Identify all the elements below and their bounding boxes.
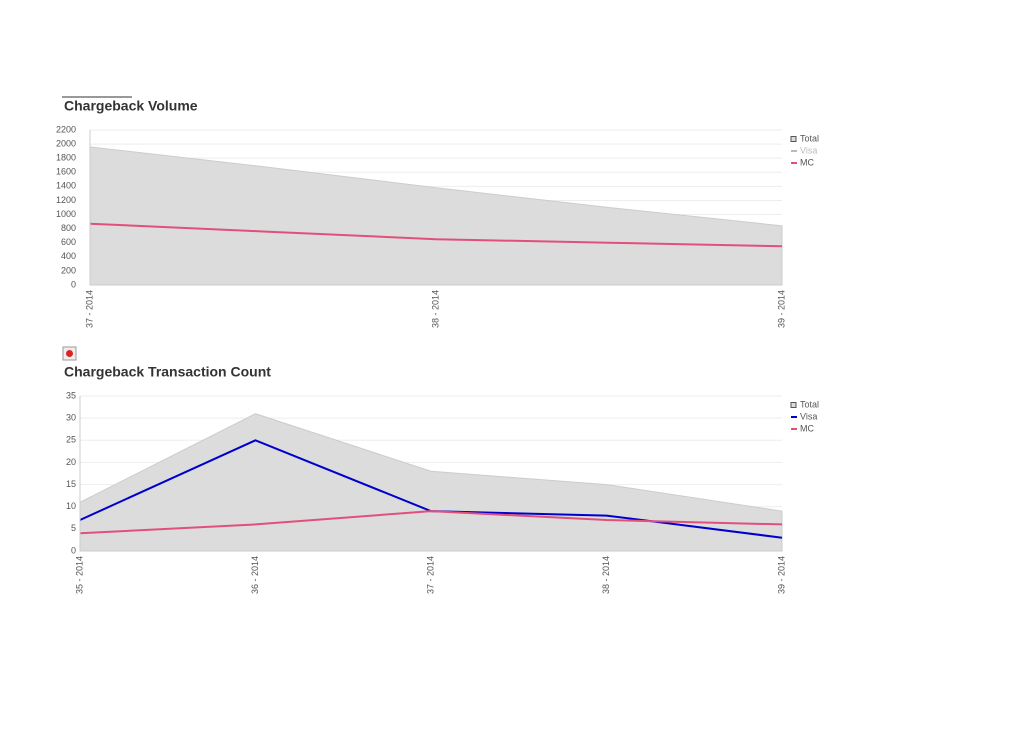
legend-label[interactable]: Visa [800,145,817,155]
y-tick-label: 1200 [56,195,76,205]
chart-title: Chargeback Transaction Count [64,364,271,380]
legend-label[interactable]: Total [800,399,819,409]
area [89,146,783,286]
y-tick-label: 5 [71,523,76,533]
y-tick-label: 35 [66,390,76,400]
legend-swatch [790,136,797,142]
x-tick-label: 39 - 2014 [776,290,786,328]
line [79,510,783,535]
x-tick-label: 37 - 2014 [84,290,94,328]
y-tick-label: 200 [61,265,76,275]
area [79,413,783,552]
y-tick-label: 600 [61,237,76,247]
y-tick-label: 2000 [56,138,76,148]
x-tick-label: 36 - 2014 [250,556,260,594]
legend-label[interactable]: MC [800,423,814,433]
y-tick-label: 1600 [56,167,76,177]
icon-glyph[interactable] [66,350,73,357]
x-tick-label: 35 - 2014 [74,556,84,594]
y-tick-label: 0 [71,279,76,289]
y-tick-label: 800 [61,223,76,233]
y-tick-label: 20 [66,457,76,467]
x-tick-label: 37 - 2014 [425,556,435,594]
legend-swatch [790,402,797,408]
x-tick-label: 38 - 2014 [601,556,611,594]
y-tick-label: 25 [66,435,76,445]
y-tick-label: 0 [71,545,76,555]
y-tick-label: 400 [61,251,76,261]
legend-label[interactable]: MC [800,157,814,167]
y-tick-label: 10 [66,501,76,511]
y-tick-label: 1800 [56,153,76,163]
chart-title: Chargeback Volume [64,98,198,114]
y-tick-label: 1000 [56,209,76,219]
line [89,222,783,248]
bug-icon[interactable] [62,346,77,361]
y-tick-label: 1400 [56,181,76,191]
x-tick-label: 39 - 2014 [776,556,786,594]
y-tick-label: 15 [66,479,76,489]
y-tick-label: 30 [66,413,76,423]
y-tick-label: 2200 [56,124,76,134]
legend-label[interactable]: Visa [800,411,817,421]
x-tick-label: 38 - 2014 [430,290,440,328]
legend-label[interactable]: Total [800,133,819,143]
